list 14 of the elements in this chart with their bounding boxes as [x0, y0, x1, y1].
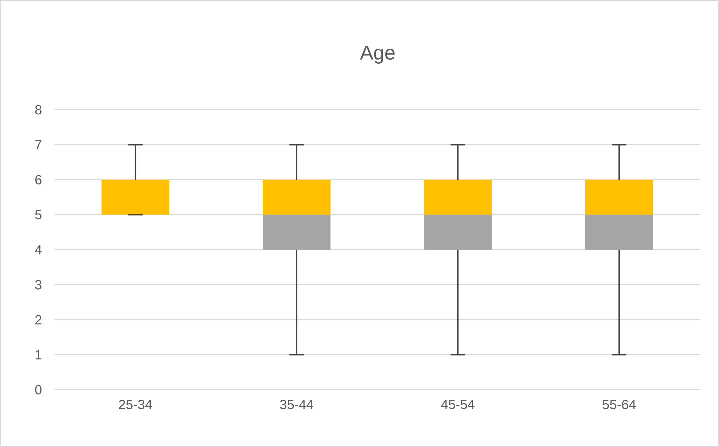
x-tick-label: 45-54 — [441, 400, 475, 410]
y-tick-label: 4 — [35, 245, 42, 255]
y-tick-label: 5 — [35, 210, 42, 220]
x-tick-label: 55-64 — [602, 400, 636, 410]
x-tick-label: 25-34 — [119, 400, 152, 410]
y-tick-label: 6 — [36, 175, 42, 185]
y-tick-label: 1 — [36, 350, 42, 360]
y-tick-label: 2 — [36, 315, 42, 325]
x-tick-label: 35-44 — [280, 400, 314, 410]
y-tick-label: 7 — [36, 140, 42, 150]
y-tick-label: 3 — [35, 280, 42, 290]
y-tick-label: 8 — [35, 105, 42, 115]
y-tick-label: 0 — [35, 385, 42, 395]
chart-title: Age — [360, 46, 395, 64]
